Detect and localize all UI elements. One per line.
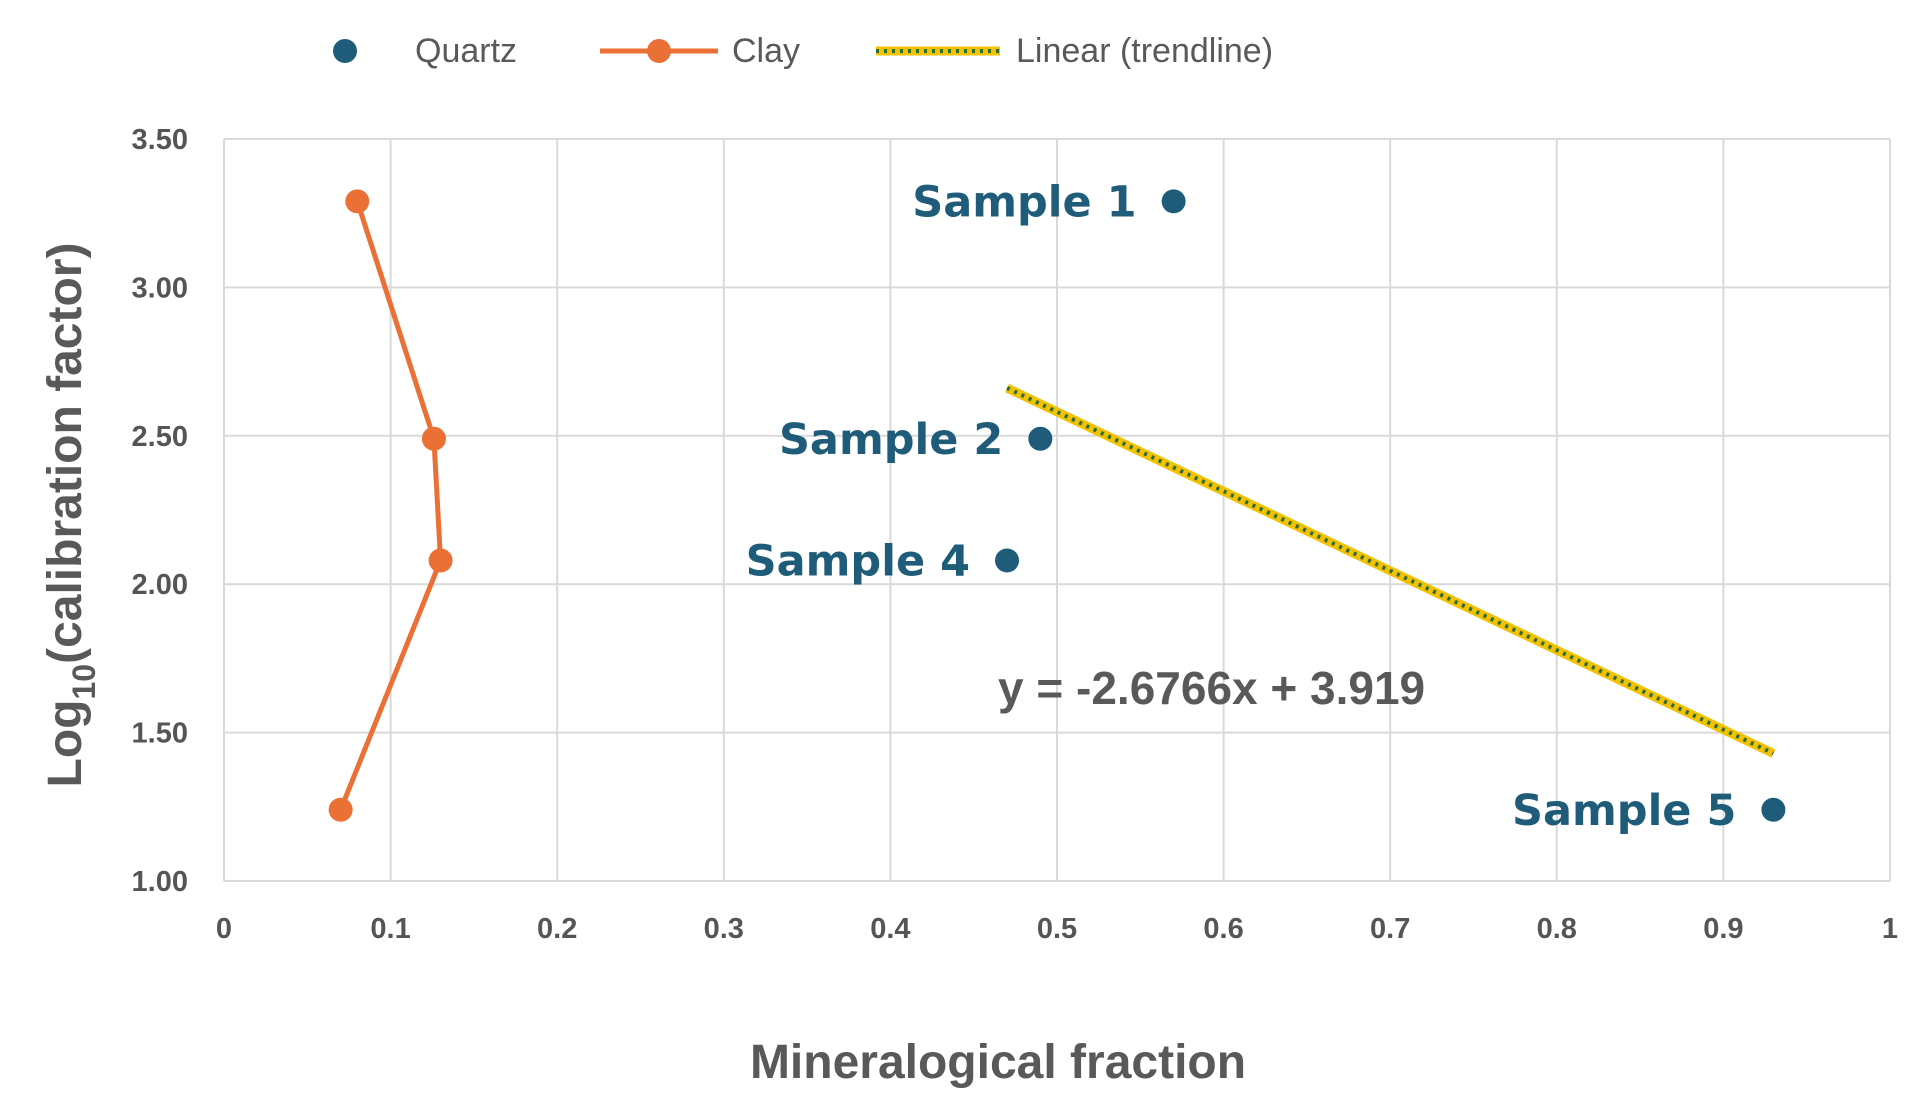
x-tick-label: 0.2 bbox=[537, 913, 577, 945]
y-axis-title-main: Log bbox=[39, 700, 92, 788]
quartz-point-label: Sample 4 bbox=[746, 536, 970, 586]
quartz-point-label: Sample 2 bbox=[779, 415, 1003, 465]
y-tick-label: 1.00 bbox=[132, 866, 188, 898]
trendline-dots bbox=[1006, 386, 1775, 756]
x-axis-ticks: 0 0.1 0.2 0.3 0.4 0.5 0.6 0.7 0.8 0.9 1 bbox=[216, 913, 1898, 945]
y-tick-label: 1.50 bbox=[132, 718, 188, 750]
quartz-point-label: Sample 1 bbox=[912, 177, 1136, 227]
legend-quartz-marker bbox=[333, 39, 357, 63]
legend-clay-marker bbox=[647, 39, 671, 63]
y-tick-label: 2.50 bbox=[132, 421, 188, 453]
clay-series bbox=[328, 189, 453, 822]
quartz-point bbox=[1028, 426, 1053, 451]
x-tick-label: 0.7 bbox=[1370, 913, 1410, 945]
x-tick-label: 0.8 bbox=[1537, 913, 1577, 945]
x-tick-label: 0.6 bbox=[1203, 913, 1243, 945]
x-tick-label: 0.1 bbox=[370, 913, 410, 945]
y-tick-label: 2.00 bbox=[132, 569, 188, 601]
legend-clay-label: Clay bbox=[732, 32, 800, 70]
legend-quartz-label: Quartz bbox=[415, 32, 517, 70]
y-tick-label: 3.00 bbox=[132, 272, 188, 304]
trendline-equation: y = -2.6766x + 3.919 bbox=[998, 662, 1425, 714]
x-tick-label: 0.4 bbox=[870, 913, 910, 945]
clay-point bbox=[428, 548, 453, 573]
clay-point bbox=[421, 426, 446, 451]
x-tick-label: 0.9 bbox=[1703, 913, 1743, 945]
y-axis-title: Log10(calibration factor) bbox=[39, 243, 102, 788]
y-axis-title-subscript: 10 bbox=[66, 664, 102, 700]
x-axis-title: Mineralogical fraction bbox=[750, 1036, 1246, 1089]
quartz-point bbox=[1761, 797, 1786, 822]
y-axis-ticks: 1.00 1.50 2.00 2.50 3.00 3.50 bbox=[132, 124, 188, 898]
x-tick-label: 0 bbox=[216, 913, 232, 945]
x-tick-label: 0.5 bbox=[1037, 913, 1077, 945]
clay-point bbox=[345, 189, 370, 214]
trendline-group bbox=[1005, 383, 1776, 758]
x-tick-label: 0.3 bbox=[704, 913, 744, 945]
clay-point bbox=[328, 797, 353, 822]
quartz-point bbox=[1161, 189, 1186, 214]
x-tick-label: 1 bbox=[1882, 913, 1898, 945]
legend: Quartz Clay Linear (trendline) bbox=[333, 32, 1273, 70]
legend-trendline-label: Linear (trendline) bbox=[1016, 32, 1273, 70]
y-axis-title-rest: (calibration factor) bbox=[39, 243, 92, 664]
clay-line bbox=[338, 200, 444, 811]
y-tick-label: 3.50 bbox=[132, 124, 188, 156]
quartz-point bbox=[995, 548, 1020, 573]
quartz-point-label: Sample 5 bbox=[1512, 786, 1736, 836]
gridlines bbox=[223, 138, 1891, 882]
quartz-series: Sample 1 Sample 2 Sample 4 Sample 5 bbox=[746, 177, 1786, 836]
